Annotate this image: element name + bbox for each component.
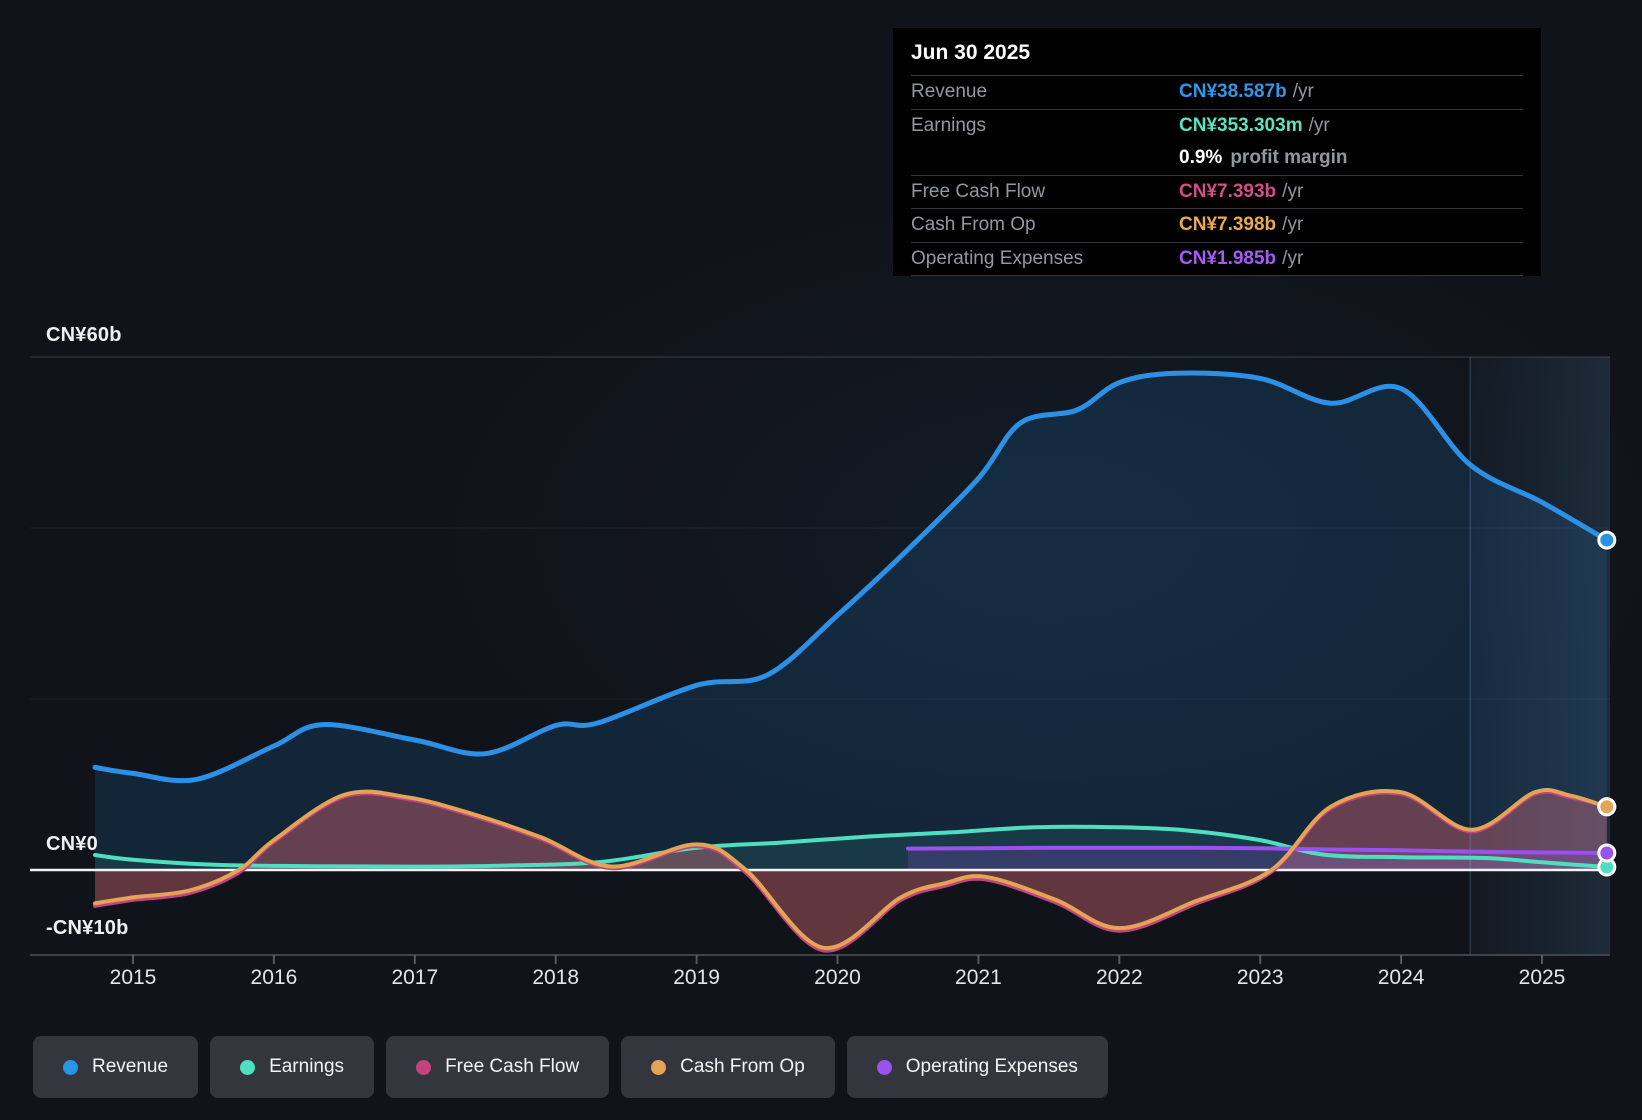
tooltip-unit: /yr <box>1282 247 1304 269</box>
x-axis-label-2019: 2019 <box>673 966 720 989</box>
legend-item-free-cash-flow[interactable]: Free Cash Flow <box>386 1036 610 1098</box>
x-axis-label-2021: 2021 <box>955 966 1002 989</box>
future-period-band <box>1470 357 1610 955</box>
series-line-cash-from-op <box>93 787 1609 950</box>
series-area-operating-expenses <box>908 847 1607 870</box>
series-area-earnings <box>95 826 1607 870</box>
tooltip-label: Operating Expenses <box>911 247 1084 269</box>
earnings-dot-icon <box>240 1059 256 1075</box>
end-marker-revenue <box>1597 530 1617 550</box>
tooltip-label: Revenue <box>911 81 988 103</box>
tooltip-value: CN¥7.398b <box>1179 214 1277 236</box>
legend-label: Free Cash Flow <box>445 1056 580 1077</box>
legend-label: Revenue <box>92 1056 169 1077</box>
series-area-revenue <box>95 372 1607 870</box>
tooltip-panel: Jun 30 2025 Revenue CN¥38.587b /yr Earni… <box>893 28 1541 276</box>
x-axis-label-2018: 2018 <box>532 966 580 989</box>
tooltip-row-free-cash-flow: Free Cash Flow CN¥7.393b /yr <box>911 176 1523 209</box>
x-axis-label-2015: 2015 <box>109 966 157 989</box>
legend-item-operating-expenses[interactable]: Operating Expenses <box>846 1036 1108 1098</box>
free-cash-flow-dot-icon <box>416 1059 432 1075</box>
x-axis-label-2020: 2020 <box>814 966 861 989</box>
tooltip-label: Free Cash Flow <box>911 180 1046 202</box>
tooltip-unit: /yr <box>1308 114 1330 136</box>
x-axis-label-2016: 2016 <box>250 966 298 989</box>
tooltip-row-cash-from-op: Cash From Op CN¥7.398b /yr <box>911 209 1523 243</box>
x-axis-label-2017: 2017 <box>391 966 439 989</box>
y-axis-label-neg10b: -CN¥10b <box>46 917 129 939</box>
y-axis-label-0: CN¥0 <box>46 833 98 855</box>
tooltip-unit: /yr <box>1282 180 1304 202</box>
tooltip-unit: /yr <box>1292 81 1314 103</box>
tooltip-value: CN¥1.985b <box>1179 247 1277 269</box>
x-axis-label-2023: 2023 <box>1236 966 1284 989</box>
x-axis-label-2025: 2025 <box>1518 966 1566 989</box>
operating-expenses-dot-icon <box>876 1059 892 1075</box>
profit-margin-text: profit margin <box>1230 147 1348 169</box>
tooltip-unit: /yr <box>1282 214 1304 236</box>
tooltip-row-earnings: Earnings CN¥353.303m /yr <box>911 110 1523 143</box>
end-marker-cash-from-op <box>1597 797 1617 817</box>
profit-margin-value: 0.9% <box>1179 147 1223 169</box>
tooltip-row-operating-expenses: Operating Expenses CN¥1.985b /yr <box>911 243 1523 276</box>
tooltip-label: Earnings <box>911 114 986 136</box>
legend-item-earnings[interactable]: Earnings <box>210 1036 375 1098</box>
revenue-dot-icon <box>63 1059 78 1075</box>
tooltip-label: Cash From Op <box>911 214 1036 236</box>
cash-from-op-dot-icon <box>651 1059 667 1075</box>
series-line-revenue <box>92 370 1610 784</box>
series-line-earnings <box>93 824 1609 869</box>
legend-item-revenue[interactable]: Revenue <box>33 1036 199 1098</box>
legend: Revenue Earnings Free Cash Flow Cash Fro… <box>33 1036 1108 1098</box>
tooltip-row-profit-margin: 0.9% profit margin <box>911 142 1523 176</box>
legend-label: Cash From Op <box>680 1056 805 1077</box>
x-axis-label-2022: 2022 <box>1095 966 1143 989</box>
tooltip-value: CN¥353.303m <box>1179 114 1303 136</box>
end-marker-operating-expenses <box>1597 843 1617 863</box>
tooltip-row-revenue: Revenue CN¥38.587b /yr <box>911 76 1523 110</box>
series-line-operating-expenses <box>906 845 1609 855</box>
x-axis-label-2024: 2024 <box>1377 966 1425 989</box>
legend-label: Operating Expenses <box>905 1056 1078 1077</box>
legend-label: Earnings <box>269 1056 345 1077</box>
series-area-cash-from-op <box>95 789 1607 949</box>
tooltip-value: CN¥7.393b <box>1179 180 1277 202</box>
y-axis-label-60b: CN¥60b <box>46 324 122 346</box>
tooltip-date: Jun 30 2025 <box>911 28 1523 76</box>
legend-item-cash-from-op[interactable]: Cash From Op <box>621 1036 835 1098</box>
tooltip-value: CN¥38.587b <box>1179 81 1287 103</box>
